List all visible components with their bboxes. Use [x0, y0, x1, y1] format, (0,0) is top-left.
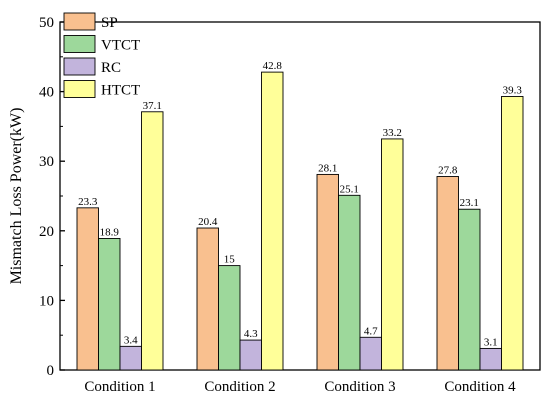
legend-swatch-htct	[63, 80, 96, 98]
legend-swatch-vtct	[63, 35, 96, 53]
x-tick-label: Condition 2	[204, 379, 275, 395]
data-label: 37.1	[143, 100, 162, 112]
bar-htct	[261, 71, 284, 371]
bar-vtct	[458, 208, 481, 371]
bar-sp	[316, 173, 339, 371]
data-label: 27.8	[438, 165, 458, 177]
y-tick-label: 10	[39, 293, 54, 309]
x-tick-label: Condition 3	[324, 379, 395, 395]
y-tick-label: 30	[39, 154, 54, 170]
y-tick-label: 50	[39, 15, 54, 31]
bar-sp	[436, 176, 459, 371]
data-label: 33.2	[383, 127, 402, 139]
axes: 0 10 20 30 40 50 Condition 1 Condition 2 Conditi…	[39, 15, 541, 395]
bar-vtct	[338, 194, 361, 371]
bars	[76, 71, 524, 371]
legend-swatch-sp	[63, 12, 96, 31]
y-axis-label: Mismatch Loss Power(kW)	[8, 108, 25, 285]
data-label: 42.8	[263, 60, 283, 72]
data-label: 18.9	[100, 226, 120, 238]
legend-swatch-rc	[63, 57, 96, 76]
bar-vtct	[218, 265, 241, 371]
data-label: 3.4	[124, 334, 138, 346]
bar-rc	[239, 339, 262, 371]
data-label: 23.3	[78, 196, 98, 208]
legend-label: HTCT	[101, 83, 140, 99]
bar-sp	[196, 227, 219, 371]
bar-htct	[381, 138, 404, 371]
y-tick-label: 40	[39, 85, 54, 101]
bar-rc	[479, 347, 502, 371]
data-label: 25.1	[340, 183, 359, 195]
bar-rc	[119, 345, 142, 371]
data-label: 20.4	[198, 216, 218, 228]
legend: SP VTCT RC HTCT	[63, 12, 140, 99]
data-label: 15	[224, 254, 236, 266]
bar-htct	[141, 111, 164, 371]
y-tick-label: 20	[39, 224, 54, 240]
bar-htct	[501, 96, 524, 371]
y-tick-label: 0	[47, 363, 55, 379]
data-labels: 23.3 18.9 3.4 37.1 20.4 15 4.3 42.8 28.125.1 4.7 3…	[78, 60, 522, 348]
legend-label: RC	[101, 60, 121, 76]
bar-vtct	[98, 238, 121, 371]
data-label: 39.3	[503, 84, 523, 96]
bar-rc	[359, 336, 382, 371]
data-label: 28.1	[318, 162, 337, 174]
x-tick-label: Condition 4	[444, 379, 516, 395]
data-label: 4.7	[364, 325, 378, 337]
data-label: 23.1	[460, 197, 479, 209]
legend-label: VTCT	[101, 38, 140, 54]
data-label: 3.1	[484, 336, 498, 348]
legend-label: SP	[101, 15, 118, 31]
data-label: 4.3	[244, 328, 258, 340]
bar-sp	[76, 207, 99, 371]
x-tick-label: Condition 1	[84, 379, 155, 395]
